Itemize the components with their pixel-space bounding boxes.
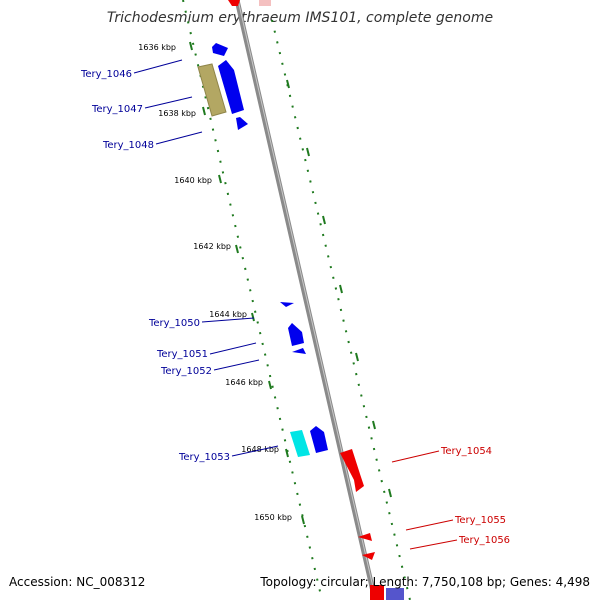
tick-label: 1638 kbp [158,109,196,118]
gene-label[interactable]: Tery_1053 [178,452,230,463]
tick-marks [189,41,392,525]
forward-gene-arrow [218,60,244,114]
feature-block [386,588,404,600]
gene-label[interactable]: Tery_1056 [458,535,510,546]
forward-gene-arrow [310,426,328,453]
gene-label[interactable]: Tery_1054 [440,446,492,457]
gene-label[interactable]: Tery_1048 [102,140,154,151]
gene-label[interactable]: Tery_1050 [148,318,200,329]
tick-label: 1644 kbp [209,310,247,319]
outer-tick-track [271,19,411,600]
olive-feature-block [197,63,227,117]
right-label-leaders [391,450,458,550]
cyan-feature-block [290,430,310,457]
gene-label[interactable]: Tery_1052 [160,366,212,377]
reverse-gene-arrow [340,449,364,492]
forward-gene-arrow [292,348,306,354]
genome-backbone [234,0,378,600]
tick-label: 1650 kbp [254,513,292,522]
accession-label: Accession: NC_008312 [9,575,145,589]
reverse-gene-arrow [362,552,375,560]
feature-block [370,585,384,600]
forward-gene-arrow [212,43,228,56]
genome-backbone-highlight [237,0,377,600]
gene-label[interactable]: Tery_1051 [156,349,208,360]
inner-tick-track [182,0,323,600]
map-title: Trichodesmium erythraeum IMS101, complet… [107,10,493,26]
gene-label[interactable]: Tery_1055 [454,515,506,526]
gene-label[interactable]: Tery_1047 [91,104,143,115]
tick-label: 1646 kbp [225,378,263,387]
reverse-gene-arrow [358,533,372,541]
tick-label: 1642 kbp [193,242,231,251]
forward-gene-arrow [288,323,304,346]
forward-gene-arrow [280,302,294,307]
reverse-gene-arrow [228,0,240,6]
tick-label: 1640 kbp [174,176,212,185]
feature-block [259,0,271,6]
forward-gene-arrow [236,117,248,130]
left-label-leaders [133,59,279,457]
gene-label[interactable]: Tery_1046 [80,69,132,80]
tick-label: 1636 kbp [138,43,176,52]
genome-summary: Topology: circular; Length: 7,750,108 bp… [259,575,590,589]
